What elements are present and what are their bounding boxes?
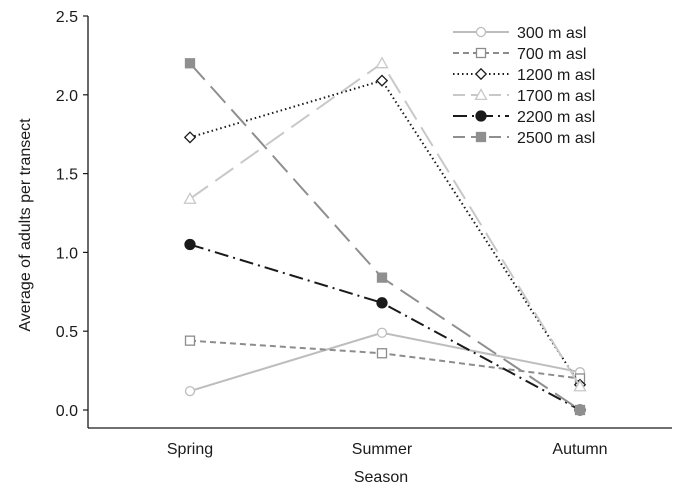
series-1 bbox=[184, 335, 586, 384]
data-point bbox=[184, 58, 196, 69]
y-tick-label: 2.0 bbox=[56, 88, 78, 105]
data-point bbox=[376, 297, 388, 309]
legend-label: 2200 m asl bbox=[517, 109, 595, 126]
y-tick-label: 2.5 bbox=[56, 9, 78, 26]
data-point bbox=[183, 191, 197, 204]
y-axis-label: Average of adults per transect bbox=[17, 118, 34, 332]
data-point bbox=[375, 56, 389, 69]
series-line bbox=[189, 243, 581, 411]
legend-marker bbox=[474, 88, 488, 101]
legend-item: 700 m asl bbox=[453, 46, 586, 63]
y-tick-label: 0.0 bbox=[56, 403, 78, 420]
series-line bbox=[189, 79, 581, 386]
data-point bbox=[573, 379, 587, 392]
y-tick-label: 1.0 bbox=[56, 245, 78, 262]
legend-label: 2500 m asl bbox=[517, 130, 595, 147]
series-0 bbox=[184, 327, 586, 397]
legend-marker bbox=[475, 131, 487, 143]
legend-label: 1700 m asl bbox=[517, 88, 595, 105]
axes: 0.0 0.5 1.0 1.5 2.0 2.5 Spring Summer Autumn bbox=[56, 9, 672, 458]
legend-marker bbox=[475, 47, 487, 59]
data-point bbox=[375, 74, 389, 87]
data-point bbox=[184, 385, 196, 397]
series-3 bbox=[183, 56, 587, 392]
legend: 300 m asl 700 m asl 1200 m asl 1700 m asl 22… bbox=[453, 25, 595, 147]
data-point bbox=[376, 348, 388, 359]
series-5 bbox=[184, 58, 586, 416]
legend-marker bbox=[474, 67, 488, 81]
x-axis-label: Season bbox=[354, 469, 408, 486]
legend-item: 2500 m asl bbox=[453, 130, 595, 147]
legend-item: 300 m asl bbox=[453, 25, 586, 42]
legend-label: 300 m asl bbox=[517, 25, 586, 42]
data-point bbox=[183, 131, 197, 144]
series-4 bbox=[184, 238, 586, 416]
legend-item: 1200 m asl bbox=[453, 67, 595, 84]
series-line bbox=[189, 331, 581, 393]
data-point bbox=[376, 327, 388, 338]
legend-label: 1200 m asl bbox=[517, 67, 595, 84]
y-tick-label: 0.5 bbox=[56, 324, 78, 341]
x-tick-label: Summer bbox=[352, 441, 413, 458]
data-point bbox=[376, 272, 388, 283]
legend-item: 2200 m asl bbox=[453, 109, 595, 126]
series-layer bbox=[183, 56, 587, 416]
legend-marker bbox=[475, 110, 487, 122]
legend-item: 1700 m asl bbox=[453, 88, 595, 105]
data-point bbox=[574, 404, 586, 416]
data-point bbox=[184, 238, 196, 251]
legend-marker bbox=[475, 26, 487, 38]
data-point bbox=[184, 335, 196, 346]
x-tick-label: Spring bbox=[167, 441, 213, 458]
y-tick-label: 1.5 bbox=[56, 167, 78, 184]
legend-label: 700 m asl bbox=[517, 46, 586, 63]
x-tick-label: Autumn bbox=[552, 441, 607, 458]
